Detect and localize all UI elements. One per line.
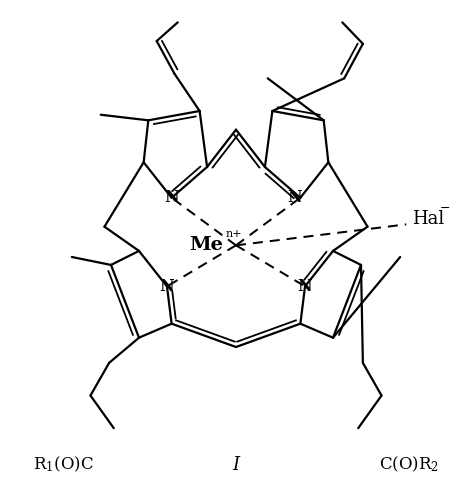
Text: I: I (232, 456, 240, 473)
Text: n+: n+ (225, 228, 242, 238)
Text: N: N (298, 278, 312, 295)
Text: −: − (440, 202, 450, 214)
Text: Hal: Hal (412, 210, 444, 228)
Text: N: N (160, 278, 174, 295)
Text: N: N (164, 190, 179, 206)
Text: Me: Me (189, 236, 223, 254)
Text: $\mathregular{C(O)R_2}$: $\mathregular{C(O)R_2}$ (379, 455, 438, 474)
Text: N: N (287, 190, 302, 206)
Text: $\mathregular{R_1(O)C}$: $\mathregular{R_1(O)C}$ (33, 455, 94, 474)
